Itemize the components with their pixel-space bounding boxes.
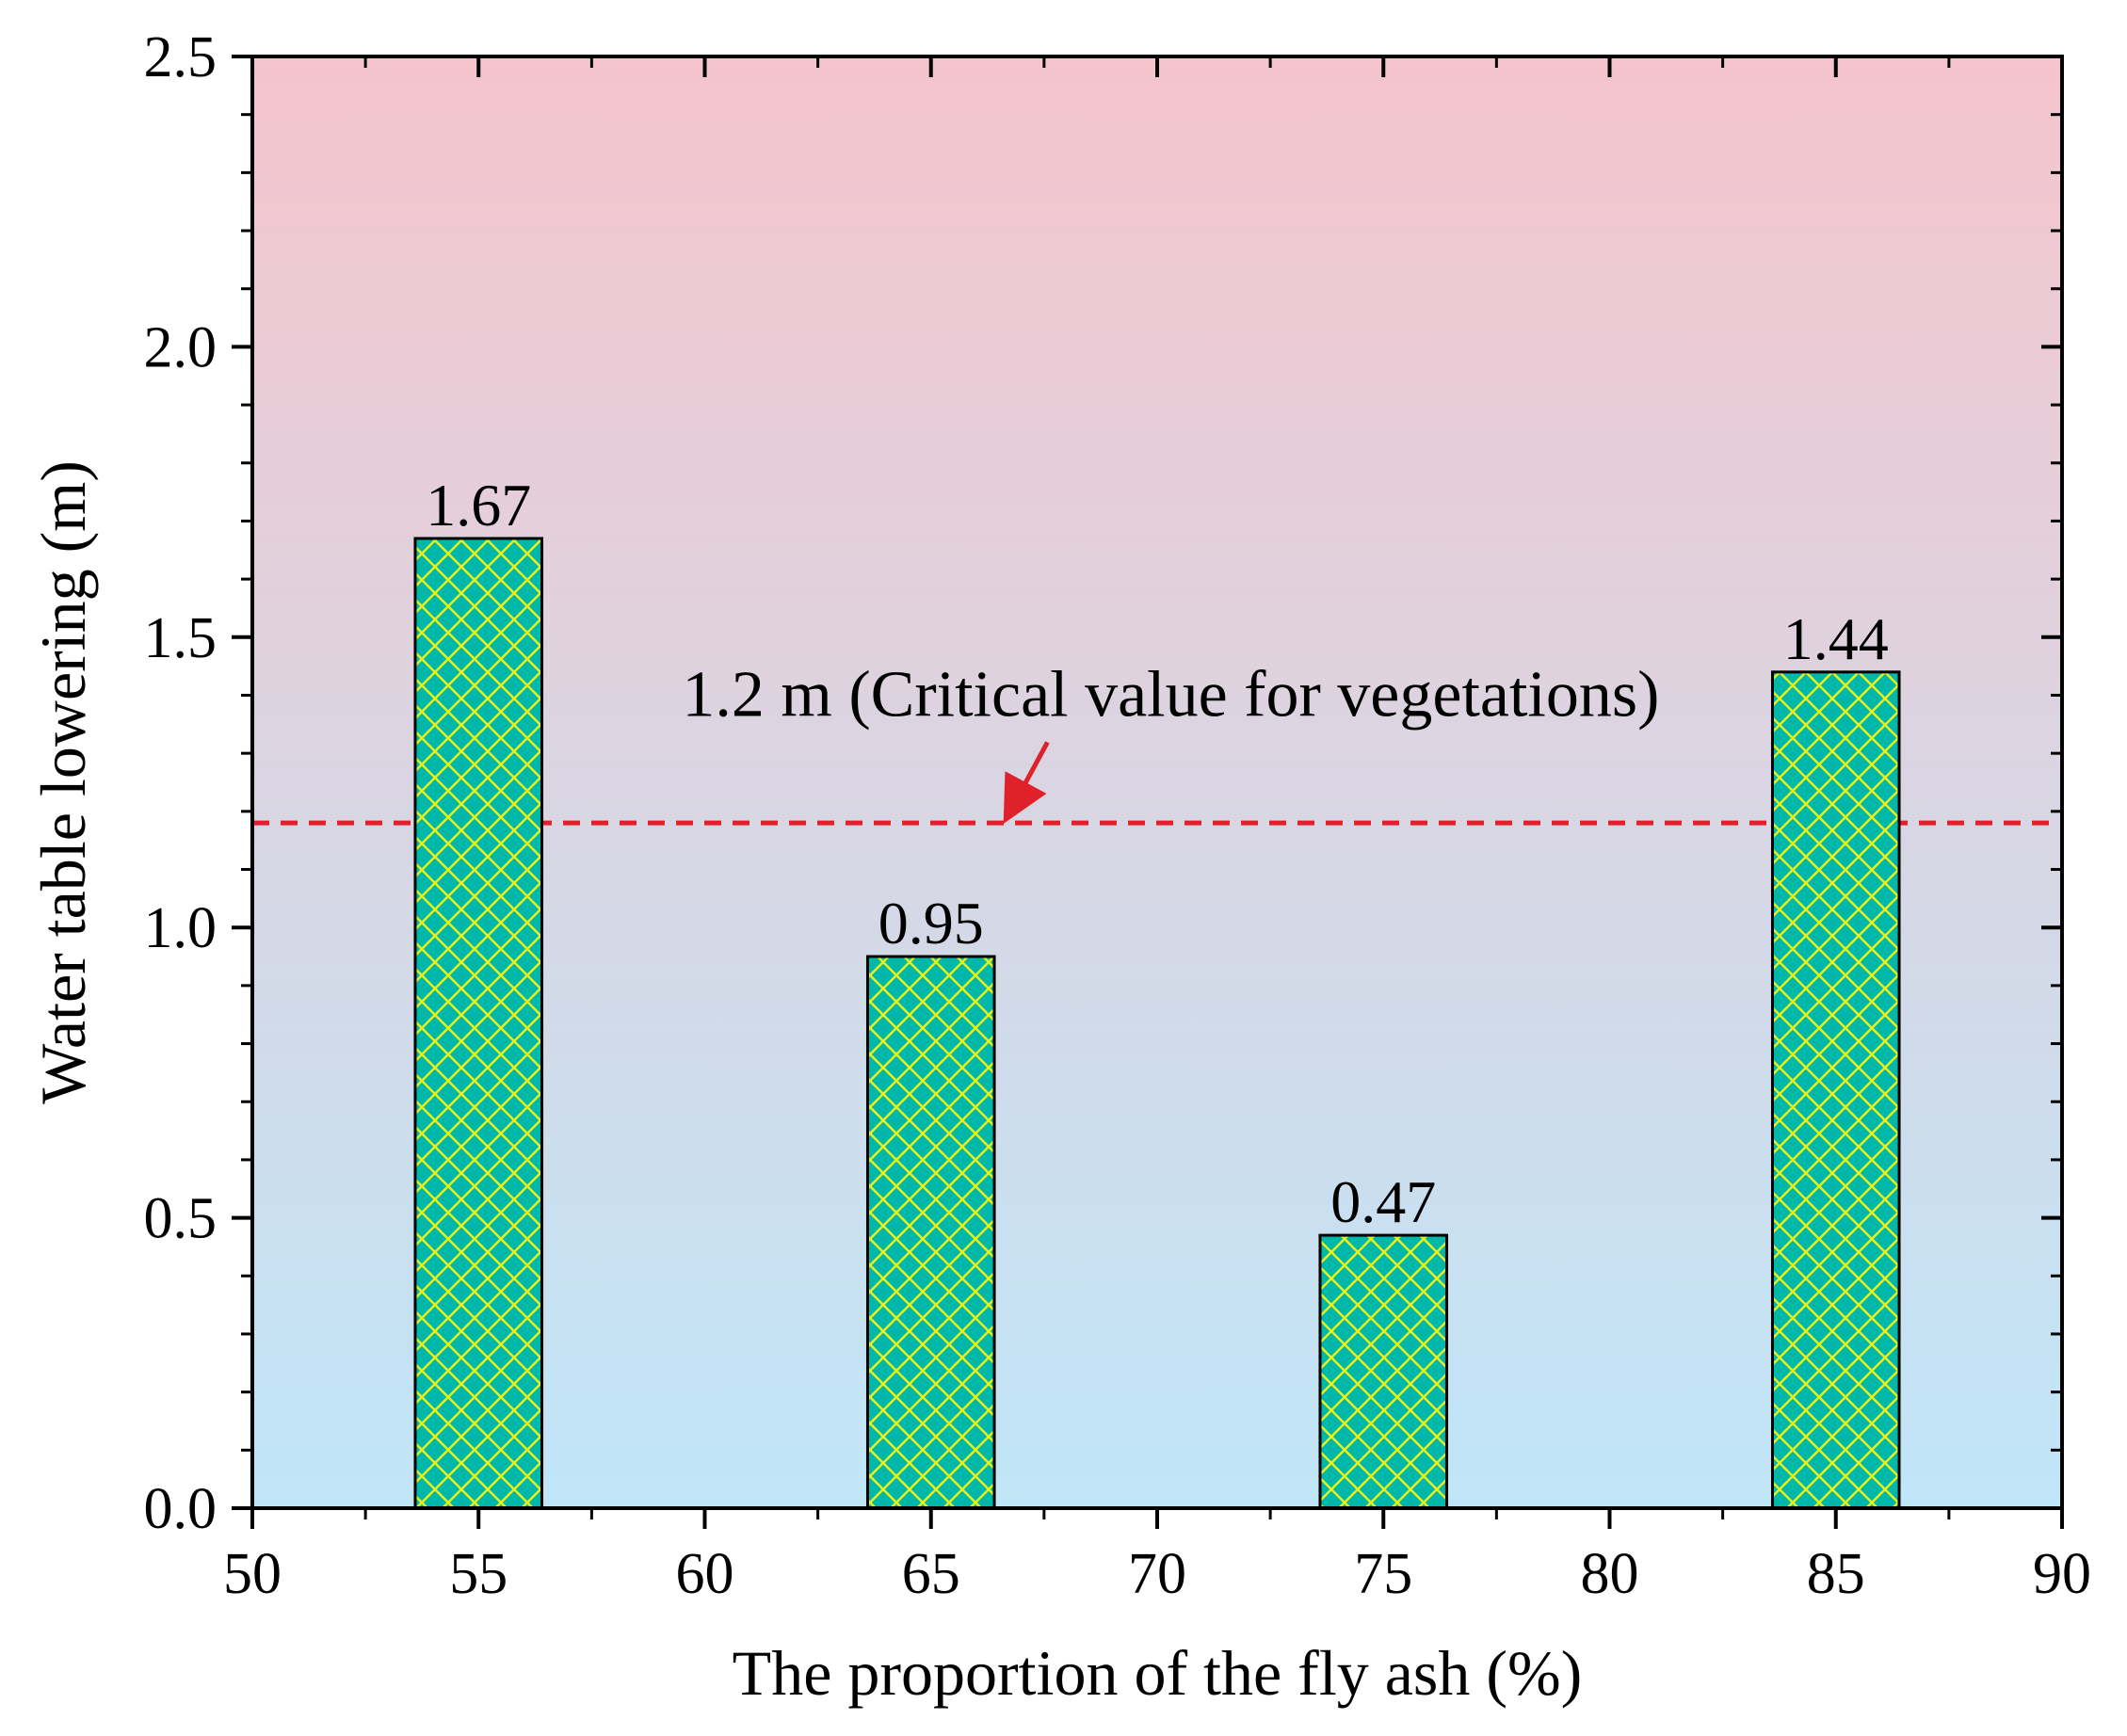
- reference-arrow: [1003, 741, 1050, 824]
- plot-background: [252, 56, 2062, 1508]
- x-tick-label: 70: [1128, 1542, 1186, 1606]
- y-axis-ticks: [232, 55, 2062, 1510]
- reference-line-group: 1.2 m (Critical value for vegetations): [252, 658, 2062, 826]
- bar-55: [413, 537, 544, 1510]
- data-label-65: 0.95: [878, 890, 984, 956]
- data-label-55: 1.67: [426, 472, 531, 538]
- data-label-75: 0.47: [1330, 1168, 1436, 1235]
- data-labels-group: 1.67 0.95 0.47 1.44: [426, 472, 1889, 1235]
- bar-65: [865, 955, 996, 1510]
- y-tick-label: 0.5: [144, 1187, 218, 1251]
- x-tick-label: 65: [902, 1542, 960, 1606]
- reference-line-label: 1.2 m (Critical value for vegetations): [682, 658, 1659, 731]
- y-tick-label: 2.5: [144, 25, 218, 89]
- x-tick-label: 75: [1354, 1542, 1412, 1606]
- y-axis-title: Water table lowering (m): [27, 460, 99, 1104]
- bar-85: [1770, 670, 1901, 1510]
- y-tick-label: 1.0: [144, 896, 218, 960]
- x-tick-label: 50: [223, 1542, 282, 1606]
- x-axis-ticks: [250, 56, 2064, 1529]
- y-tick-label: 1.5: [144, 606, 218, 670]
- bar-75: [1318, 1233, 1449, 1510]
- x-tick-label: 55: [449, 1542, 508, 1606]
- bars-group: [413, 537, 1901, 1510]
- x-tick-label: 80: [1581, 1542, 1639, 1606]
- y-tick-label: 2.0: [144, 315, 218, 379]
- x-tick-label: 60: [676, 1542, 734, 1606]
- x-tick-label: 90: [2033, 1542, 2091, 1606]
- y-axis-tick-labels: 0.0 0.5 1.0 1.5 2.0 2.5: [144, 25, 218, 1541]
- data-label-85: 1.44: [1783, 605, 1889, 672]
- x-axis-title: The proportion of the fly ash (%): [733, 1637, 1583, 1709]
- y-tick-label: 0.0: [144, 1477, 218, 1541]
- x-tick-label: 85: [1807, 1542, 1865, 1606]
- x-axis-tick-labels: 50 55 60 65 70 75 80 85 90: [223, 1542, 2091, 1606]
